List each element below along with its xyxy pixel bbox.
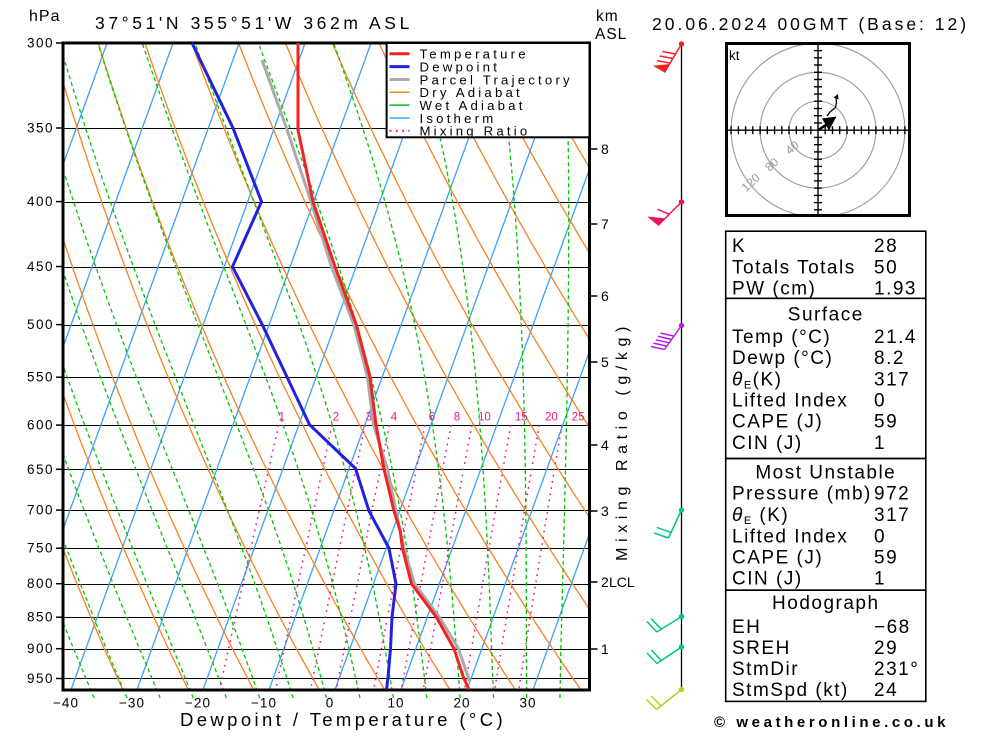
svg-text:Surface: Surface — [788, 305, 864, 326]
svg-text:0: 0 — [326, 696, 335, 711]
svg-text:Dry Adiabat: Dry Adiabat — [420, 85, 523, 100]
svg-text:10: 10 — [387, 696, 404, 711]
svg-text:600: 600 — [27, 418, 54, 433]
svg-text:1: 1 — [601, 641, 609, 657]
svg-text:Wet Adiabat: Wet Adiabat — [420, 98, 526, 113]
svg-text:LCL: LCL — [609, 574, 635, 590]
svg-text:20: 20 — [545, 412, 558, 424]
svg-text:1: 1 — [279, 412, 285, 424]
svg-text:CIN (J): CIN (J) — [732, 569, 803, 590]
svg-text:350: 350 — [27, 121, 54, 136]
svg-text:Most Unstable: Most Unstable — [755, 462, 896, 483]
svg-text:8: 8 — [454, 412, 460, 424]
svg-text:θE (K): θE (K) — [732, 505, 789, 527]
svg-text:Dewpoint / Temperature (°C): Dewpoint / Temperature (°C) — [180, 709, 506, 730]
svg-text:8.2: 8.2 — [874, 348, 905, 369]
svg-text:2: 2 — [601, 574, 609, 590]
svg-text:59: 59 — [874, 412, 898, 433]
svg-text:28: 28 — [874, 236, 898, 257]
svg-text:CIN (J): CIN (J) — [732, 433, 803, 454]
svg-text:20.06.2024 00GMT (Base: 12): 20.06.2024 00GMT (Base: 12) — [652, 14, 969, 34]
svg-text:Temp (°C): Temp (°C) — [732, 327, 831, 348]
svg-text:kt: kt — [729, 48, 740, 63]
svg-text:Temperature: Temperature — [420, 47, 529, 62]
svg-text:5: 5 — [601, 354, 609, 370]
svg-text:500: 500 — [27, 317, 54, 332]
svg-text:1: 1 — [874, 433, 886, 454]
svg-text:850: 850 — [27, 610, 54, 625]
svg-text:550: 550 — [27, 370, 54, 385]
svg-text:© weatheronline.co.uk: © weatheronline.co.uk — [714, 714, 949, 731]
svg-text:−40: −40 — [53, 696, 79, 711]
svg-text:59: 59 — [874, 547, 898, 568]
svg-text:Lifted Index: Lifted Index — [732, 526, 848, 547]
svg-text:−30: −30 — [119, 696, 145, 711]
svg-text:1: 1 — [874, 569, 886, 590]
svg-text:21.4: 21.4 — [874, 327, 917, 348]
svg-text:37°51'N 355°51'W 362m ASL: 37°51'N 355°51'W 362m ASL — [95, 13, 413, 33]
svg-text:Isotherm: Isotherm — [420, 111, 497, 126]
svg-text:750: 750 — [27, 541, 54, 556]
svg-text:900: 900 — [27, 641, 54, 656]
svg-text:Dewp (°C): Dewp (°C) — [732, 348, 833, 369]
svg-text:StmDir: StmDir — [732, 659, 799, 680]
svg-text:700: 700 — [27, 503, 54, 518]
svg-text:450: 450 — [27, 259, 54, 274]
svg-text:972: 972 — [874, 484, 910, 505]
svg-text:6: 6 — [429, 412, 435, 424]
svg-text:800: 800 — [27, 576, 54, 591]
svg-text:Lifted Index: Lifted Index — [732, 391, 848, 412]
svg-text:km: km — [596, 8, 619, 25]
svg-text:θE(K): θE(K) — [732, 369, 782, 391]
svg-text:3: 3 — [366, 412, 372, 424]
svg-text:15: 15 — [515, 412, 528, 424]
svg-text:4: 4 — [391, 412, 398, 424]
svg-text:−10: −10 — [251, 696, 277, 711]
svg-text:7: 7 — [601, 216, 609, 232]
svg-text:300: 300 — [27, 36, 54, 51]
svg-text:0: 0 — [874, 391, 886, 412]
svg-text:SREH: SREH — [732, 638, 791, 659]
svg-text:400: 400 — [27, 194, 54, 209]
svg-text:950: 950 — [27, 671, 54, 686]
svg-text:CAPE (J): CAPE (J) — [732, 547, 823, 568]
svg-text:CAPE (J): CAPE (J) — [732, 412, 823, 433]
svg-text:4: 4 — [601, 437, 609, 453]
svg-text:30: 30 — [519, 696, 536, 711]
svg-text:24: 24 — [874, 680, 898, 701]
svg-text:20: 20 — [453, 696, 470, 711]
svg-text:PW (cm): PW (cm) — [732, 279, 816, 300]
svg-text:Totals Totals: Totals Totals — [732, 258, 856, 279]
svg-text:317: 317 — [874, 369, 910, 390]
svg-text:StmSpd (kt): StmSpd (kt) — [732, 680, 849, 701]
svg-text:8: 8 — [601, 141, 609, 157]
svg-text:10: 10 — [478, 412, 491, 424]
svg-text:K: K — [732, 236, 746, 257]
svg-text:ASL: ASL — [595, 26, 627, 43]
svg-text:EH: EH — [732, 617, 761, 638]
svg-text:Pressure (mb): Pressure (mb) — [732, 484, 872, 505]
svg-text:hPa: hPa — [29, 8, 60, 25]
svg-text:50: 50 — [874, 258, 898, 279]
svg-text:Parcel Trajectory: Parcel Trajectory — [420, 72, 573, 87]
svg-text:Mixing Ratio (g/kg): Mixing Ratio (g/kg) — [614, 321, 631, 561]
svg-text:6: 6 — [601, 288, 609, 304]
svg-text:25: 25 — [572, 412, 585, 424]
svg-text:231°: 231° — [874, 659, 919, 680]
svg-text:3: 3 — [601, 503, 609, 519]
svg-text:1.93: 1.93 — [874, 279, 917, 300]
svg-text:Dewpoint: Dewpoint — [420, 59, 501, 74]
svg-text:29: 29 — [874, 638, 898, 659]
svg-text:Mixing Ratio: Mixing Ratio — [420, 124, 531, 139]
svg-text:317: 317 — [874, 505, 910, 526]
svg-text:650: 650 — [27, 462, 54, 477]
svg-text:Hodograph: Hodograph — [772, 593, 880, 614]
svg-text:−68: −68 — [874, 617, 911, 638]
svg-text:0: 0 — [874, 526, 886, 547]
svg-text:−20: −20 — [185, 696, 211, 711]
svg-text:2: 2 — [333, 412, 339, 424]
